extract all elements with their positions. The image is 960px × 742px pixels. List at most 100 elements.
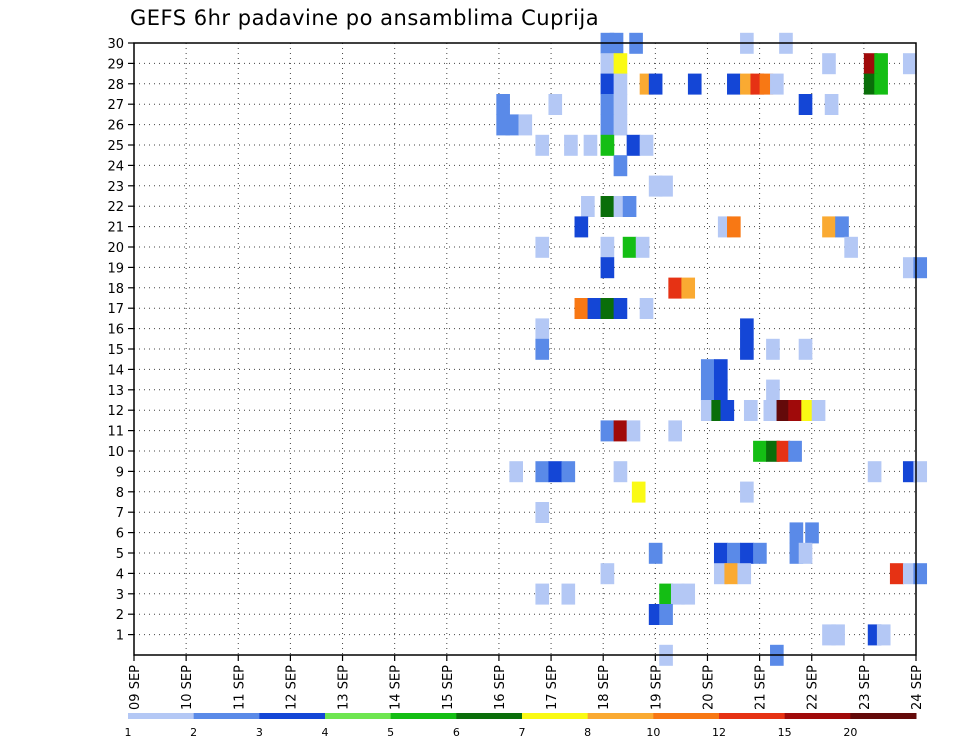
precip-cell <box>613 114 628 136</box>
precip-cell <box>700 359 715 381</box>
precip-cell <box>737 563 752 585</box>
y-tick-label: 23 <box>107 180 124 195</box>
x-tick-label: 10 SEP <box>180 665 195 710</box>
precip-cell <box>913 257 928 279</box>
precip-cell <box>770 73 784 95</box>
precip-cell <box>564 134 578 156</box>
x-tick-label: 13 SEP <box>337 665 352 710</box>
precip-cell <box>776 440 791 462</box>
precip-cell <box>902 53 917 75</box>
y-tick-label: 25 <box>107 139 124 154</box>
colorbar-label: 2 <box>190 726 197 739</box>
precip-cell <box>687 73 702 95</box>
precip-cell <box>798 542 813 564</box>
colorbar-label: 4 <box>322 726 329 739</box>
precip-cell <box>639 298 654 319</box>
y-tick-label: 16 <box>107 323 124 338</box>
y-tick-label: 10 <box>107 445 124 460</box>
y-tick-label: 30 <box>107 37 124 52</box>
precip-cell <box>587 298 602 319</box>
precip-cell <box>635 236 650 258</box>
precip-cell <box>874 53 888 75</box>
precip-cell <box>622 236 637 258</box>
precip-cell <box>805 522 819 544</box>
precip-cell <box>740 338 754 360</box>
precip-cell <box>600 563 615 585</box>
y-axis-ticks: 1234567891011121314151617181920212223242… <box>107 37 134 644</box>
colorbar-label: 7 <box>519 726 526 739</box>
precip-cell <box>613 73 628 95</box>
precip-cell <box>561 583 576 605</box>
precip-cell <box>613 461 628 483</box>
precip-cell <box>766 379 780 401</box>
y-tick-label: 4 <box>116 567 124 582</box>
x-tick-label: 21 SEP <box>754 665 769 710</box>
precip-cell <box>648 542 663 564</box>
precip-cell <box>727 216 741 238</box>
precip-cell <box>824 94 839 115</box>
precip-cell <box>889 563 904 585</box>
precip-cell <box>648 73 663 95</box>
precip-cell <box>831 624 845 646</box>
precip-cell <box>759 73 774 95</box>
precip-cell <box>902 563 917 585</box>
precip-cell <box>600 53 615 75</box>
precip-cell <box>626 134 641 156</box>
y-tick-label: 2 <box>116 608 124 623</box>
x-tick-label: 18 SEP <box>597 665 612 710</box>
precip-cell <box>659 583 673 605</box>
y-tick-label: 29 <box>107 57 124 72</box>
precip-cell <box>535 338 550 360</box>
precip-cell <box>600 114 615 136</box>
precip-cell <box>902 461 917 483</box>
x-axis-ticks: 09 SEP 10 SEP 11 SEP 12 SEP 13 SEP 14 SEP 15 S… <box>128 655 925 710</box>
precip-cell <box>574 298 589 319</box>
precip-cell <box>874 73 888 95</box>
y-tick-label: 5 <box>116 547 124 562</box>
precip-cell <box>835 216 849 238</box>
x-tick-label: 19 SEP <box>649 665 664 710</box>
precip-cell <box>613 420 628 442</box>
colorbar-label: 8 <box>584 726 591 739</box>
precip-cell <box>626 420 641 442</box>
precip-cell <box>583 134 598 156</box>
precip-cell <box>505 114 520 136</box>
precip-cell <box>766 440 780 462</box>
precip-cell <box>700 400 715 421</box>
colorbar-label: 6 <box>453 726 460 739</box>
precip-cell <box>913 461 928 483</box>
precip-cell <box>613 298 628 319</box>
precip-cell <box>535 134 550 156</box>
x-tick-label: 16 SEP <box>493 665 508 710</box>
precip-cell <box>740 481 754 503</box>
precip-cell <box>622 196 637 217</box>
y-tick-label: 1 <box>116 629 124 644</box>
precip-cell <box>574 216 589 238</box>
colorbar-label: 5 <box>387 726 394 739</box>
y-tick-label: 20 <box>107 241 124 256</box>
precip-cell <box>535 236 550 258</box>
precip-cell <box>581 196 595 217</box>
precip-cell <box>822 216 836 238</box>
precip-cell <box>548 461 563 483</box>
y-tick-label: 27 <box>107 98 124 113</box>
precip-cell <box>600 236 615 258</box>
precip-cell <box>753 440 767 462</box>
colorbar-label: 3 <box>256 726 263 739</box>
precip-cell <box>631 481 646 503</box>
colorbar-label: 10 <box>646 726 660 739</box>
precipitation-cells <box>496 32 928 666</box>
colorbar-segment <box>719 713 786 719</box>
colorbar-segment <box>653 713 720 719</box>
y-tick-label: 15 <box>107 343 124 358</box>
precip-cell <box>659 175 673 197</box>
precip-cell <box>659 604 673 625</box>
precip-cell <box>913 563 928 585</box>
x-tick-label: 09 SEP <box>128 665 143 710</box>
precip-cell <box>600 196 615 217</box>
chart-title: GEFS 6hr padavine po ansamblima Cuprija <box>130 6 600 30</box>
x-tick-label: 20 SEP <box>701 665 716 710</box>
precip-cell <box>613 94 628 115</box>
colorbar-segment <box>193 713 260 719</box>
colorbar-segment <box>259 713 326 719</box>
